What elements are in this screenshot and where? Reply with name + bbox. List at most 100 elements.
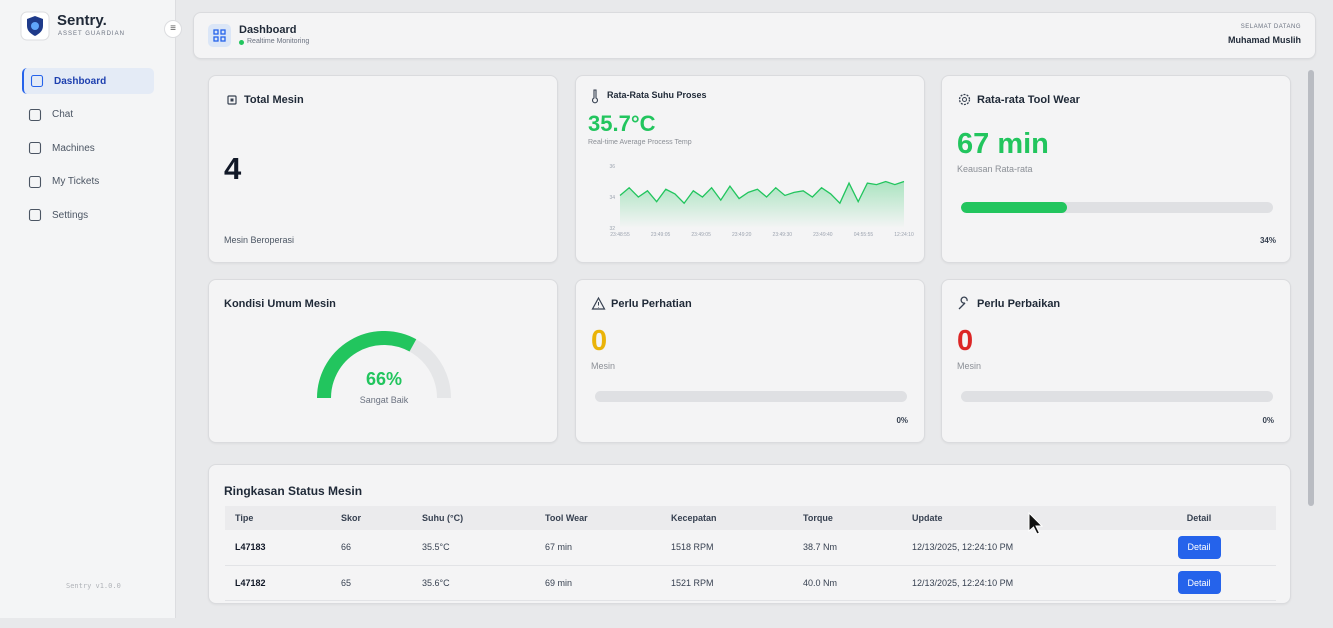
nav-item[interactable]: Dashboard (22, 68, 154, 94)
cell: Detail (1122, 530, 1276, 566)
card-title: Rata-rata Tool Wear (977, 94, 1080, 106)
header-icon (208, 24, 231, 47)
cell: 66 (331, 530, 412, 566)
progress-label: 0% (896, 416, 908, 425)
gauge (317, 331, 451, 399)
cell: Detail (1122, 565, 1276, 601)
icon-shape (30, 74, 44, 88)
nav-item[interactable]: Machines (22, 135, 154, 161)
x-tick-label: 23:49:05 (691, 232, 711, 238)
caption: Real-time Average Process Temp (588, 139, 692, 146)
progress-fill (961, 202, 1068, 213)
x-tick-label: 12:24:10 (894, 232, 914, 238)
nav-item[interactable]: My Tickets (22, 169, 154, 195)
cell: 35.6°C (412, 565, 535, 601)
icon-wrench (958, 296, 968, 310)
nav-item[interactable]: Chat (22, 102, 154, 128)
x-tick-label: 23:49:05 (651, 232, 671, 238)
caption: Mesin Beroperasi (224, 235, 295, 245)
header-title: Dashboard (239, 24, 297, 36)
y-tick-label: 34 (609, 195, 615, 201)
nav-icon (28, 108, 42, 121)
header-status: Realtime Monitoring (247, 38, 310, 45)
nav-icon (28, 208, 42, 222)
card-temp: Rata-Rata Suhu Proses 35.7°C Real-time A… (575, 75, 925, 263)
icon-shape (28, 108, 42, 121)
card-attention: Perlu Perhatian 0 Mesin 0% (575, 279, 925, 443)
progress-track (595, 391, 907, 402)
y-tick-label: 36 (609, 164, 615, 170)
line (619, 180, 905, 205)
x-tick-label: 23:49:40 (813, 232, 833, 238)
nav-icon (30, 74, 44, 88)
sidebar: Sentry. ASSET GUARDIAN Dashboard Chat Mach… (0, 0, 176, 618)
card-title: Total Mesin (244, 94, 304, 106)
card-title: Rata-Rata Suhu Proses (607, 90, 707, 100)
logo (20, 11, 50, 41)
progress-label: 0% (1262, 416, 1274, 425)
table-row: L47183 66 35.5°C 67 min 1518 RPM 38.7 Nm 12/13… (225, 530, 1276, 566)
detail-button[interactable]: Detail (1177, 571, 1221, 594)
column-header: Skor (331, 506, 412, 530)
icon-gear (958, 93, 971, 106)
column-header: Tipe (225, 506, 331, 530)
column-header: Tool Wear (535, 506, 661, 530)
cell: L47182 (225, 565, 331, 601)
attention-value: 0 (591, 325, 608, 357)
gauge-fill (317, 331, 417, 399)
x-tick-label: 23:49:30 (773, 232, 793, 238)
cell: 12/13/2025, 12:24:10 PM (902, 530, 1122, 566)
card-condition: Kondisi Umum Mesin 66% Sangat Baik (208, 279, 558, 443)
total-value: 4 (224, 151, 242, 186)
cell: L47183 (225, 530, 331, 566)
nav-icon (28, 175, 42, 188)
scrollbar (1308, 70, 1314, 506)
temp-value: 35.7°C (588, 111, 656, 136)
table-title: Ringkasan Status Mesin (224, 484, 363, 498)
table-row: L47182 65 35.6°C 69 min 1521 RPM 40.0 Nm 12/13… (225, 565, 1276, 601)
cell: 1518 RPM (661, 530, 793, 566)
gauge-caption: Sangat Baik (359, 395, 409, 405)
progress-track (961, 391, 1273, 402)
wear-value: 67 min (957, 128, 1049, 160)
cell: 40.0 Nm (793, 565, 902, 601)
nav-item[interactable]: Settings (22, 202, 154, 228)
cell: 1521 RPM (661, 565, 793, 601)
brand: Sentry. (57, 12, 107, 29)
icon-cpu (227, 95, 237, 105)
version: Sentry v1.0.0 (66, 582, 121, 590)
icon-shape (28, 141, 42, 155)
greeting: SELAMAT DATANG (1240, 24, 1301, 30)
user-name: Muhamad Muslih (1227, 35, 1301, 45)
x-tick-label: 23:48:55 (610, 232, 630, 238)
sidebar-toggle[interactable]: ≡ (164, 20, 182, 38)
card-total: Total Mesin 4 Mesin Beroperasi (208, 75, 558, 263)
area (620, 181, 904, 228)
cell: 35.5°C (412, 530, 535, 566)
y-tick-label: 32 (609, 226, 615, 232)
caption: Mesin (591, 361, 616, 371)
column-header: Kecepatan (661, 506, 793, 530)
icon-shape (28, 175, 42, 188)
detail-button[interactable]: Detail (1177, 535, 1221, 559)
column-header: Suhu (°C) (412, 506, 535, 530)
cell: 67 min (535, 530, 661, 566)
cell: 12/13/2025, 12:24:10 PM (902, 565, 1122, 601)
caption: Mesin (957, 361, 982, 371)
header-row: Tipe Skor Suhu (°C) Tool Wear Kecepatan Torqu… (225, 506, 1276, 530)
icon-warning (591, 296, 606, 310)
cursor (1028, 512, 1044, 535)
status-table: Tipe Skor Suhu (°C) Tool Wear Kecepatan Torqu… (225, 506, 1276, 601)
caption: Keausan Rata-rata (957, 164, 1033, 174)
card-title: Perlu Perhatian (611, 298, 692, 310)
repair-value: 0 (957, 325, 974, 357)
column-header: Detail (1122, 506, 1276, 530)
tagline: ASSET GUARDIAN (58, 31, 125, 37)
x-tick-label: 04:55:55 (854, 232, 874, 238)
cell: 69 min (535, 565, 661, 601)
column-header: Torque (793, 506, 902, 530)
status-dot (239, 40, 244, 45)
card-repair: Perlu Perbaikan 0 Mesin 0% (941, 279, 1291, 443)
